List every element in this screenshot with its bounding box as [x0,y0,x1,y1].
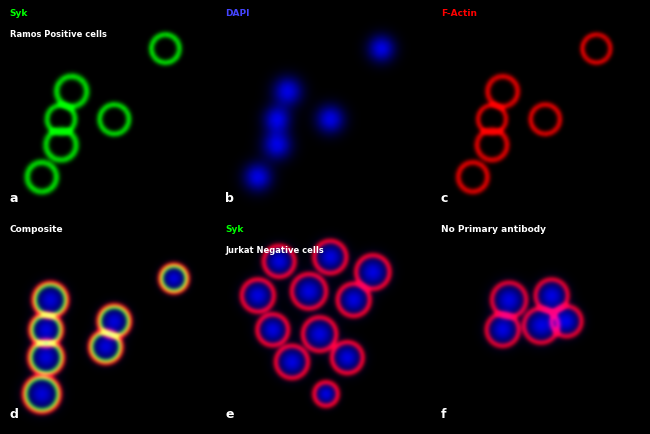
Text: e: e [225,408,234,421]
Text: c: c [441,192,448,205]
Text: Syk: Syk [225,225,244,234]
Text: No Primary antibody: No Primary antibody [441,225,546,234]
Text: d: d [10,408,18,421]
Text: Ramos Positive cells: Ramos Positive cells [10,30,107,39]
Text: Syk: Syk [10,9,28,17]
Text: f: f [441,408,447,421]
Text: Jurkat Negative cells: Jurkat Negative cells [225,247,324,255]
Text: DAPI: DAPI [225,9,250,17]
Text: a: a [10,192,18,205]
Text: F-Actin: F-Actin [441,9,476,17]
Text: b: b [225,192,234,205]
Text: Composite: Composite [10,225,63,234]
